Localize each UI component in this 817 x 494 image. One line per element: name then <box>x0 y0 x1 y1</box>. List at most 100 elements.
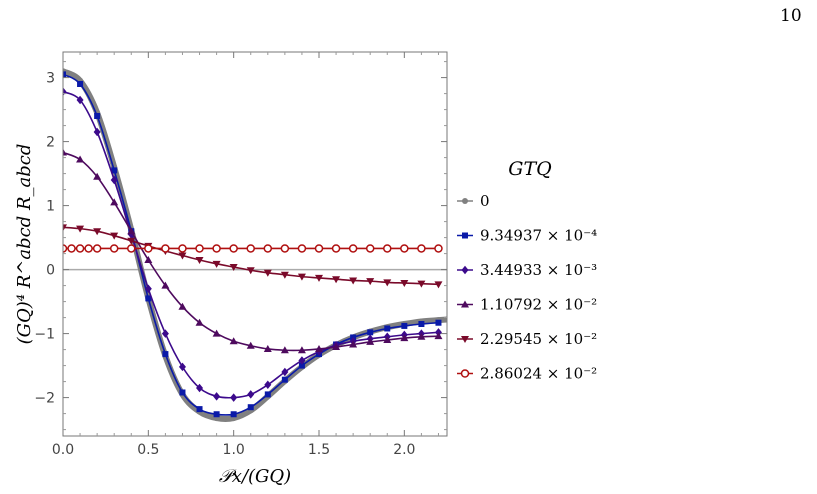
data-point <box>212 260 221 268</box>
data-point <box>281 367 289 377</box>
data-point <box>144 284 152 294</box>
data-point <box>297 273 306 281</box>
data-point <box>462 232 468 239</box>
data-point <box>314 244 324 253</box>
data-point <box>434 332 443 340</box>
series-4 <box>63 224 443 289</box>
data-point <box>280 346 289 354</box>
data-point <box>76 225 85 233</box>
data-point <box>212 244 221 253</box>
y-tick-label: 3 <box>46 71 55 87</box>
legend-entry: 3.44933 × 10⁻³ <box>457 261 597 279</box>
x-tick-label: 0.0 <box>52 442 74 458</box>
data-point <box>213 392 221 401</box>
data-point <box>298 362 305 369</box>
data-point <box>178 362 186 372</box>
data-point <box>94 113 101 119</box>
data-point <box>67 244 76 253</box>
data-point <box>178 244 187 253</box>
data-point <box>110 175 118 185</box>
data-point <box>461 300 469 308</box>
y-axis-label: (GQ)⁴ R^abcd R_abcd <box>14 144 35 345</box>
data-point <box>178 302 187 310</box>
legend-entry: 2.29545 × 10⁻² <box>457 330 597 348</box>
data-point <box>229 337 238 345</box>
data-point <box>230 393 238 402</box>
data-point <box>93 172 102 180</box>
data-point <box>179 389 186 396</box>
data-point <box>196 406 203 413</box>
data-point <box>127 237 136 245</box>
y-tick-label: −2 <box>34 391 55 407</box>
legend-entry: 2.86024 × 10⁻² <box>457 365 597 383</box>
data-point <box>75 244 85 253</box>
data-point <box>400 280 409 288</box>
data-point <box>348 244 358 253</box>
data-point <box>365 244 375 253</box>
series-line <box>63 226 439 286</box>
data-point <box>247 404 254 411</box>
data-point <box>280 244 290 253</box>
data-point <box>462 198 468 204</box>
data-point <box>400 334 409 342</box>
legend-entry: 1.10792 × 10⁻² <box>457 296 597 314</box>
data-point <box>298 356 306 365</box>
series-2 <box>63 87 442 402</box>
legend-entry: 9.34937 × 10⁻⁴ <box>457 227 597 245</box>
plot-area <box>63 68 447 422</box>
data-point <box>460 369 470 378</box>
plot-frame <box>62 51 448 437</box>
data-point <box>297 244 307 253</box>
data-point <box>401 322 408 329</box>
data-point <box>366 278 375 286</box>
data-point <box>417 280 426 288</box>
data-point <box>77 81 84 87</box>
y-tick-label: 2 <box>46 135 55 151</box>
legend-label: 0 <box>480 192 490 210</box>
data-point <box>331 244 341 253</box>
data-point <box>434 244 443 253</box>
data-point <box>384 325 391 332</box>
data-point <box>435 319 442 326</box>
data-point <box>461 336 469 343</box>
data-point <box>263 269 272 277</box>
data-point <box>161 281 170 289</box>
data-point <box>349 340 358 348</box>
data-point <box>196 383 204 393</box>
data-point <box>93 228 102 236</box>
data-point <box>213 411 220 418</box>
y-tick-label: 1 <box>46 199 55 215</box>
data-point <box>383 244 392 253</box>
data-point <box>247 390 255 399</box>
data-point <box>178 252 187 260</box>
data-point <box>111 167 118 174</box>
data-point <box>264 380 272 390</box>
data-point <box>144 244 153 253</box>
data-point <box>332 343 341 351</box>
data-point <box>366 337 375 345</box>
data-point <box>246 267 255 275</box>
series-5 <box>63 244 443 253</box>
x-tick-label: 1.5 <box>308 442 330 458</box>
data-point <box>229 244 238 253</box>
data-point <box>109 244 119 253</box>
data-point <box>349 277 358 285</box>
data-point <box>110 198 119 206</box>
data-point <box>332 276 341 284</box>
data-point <box>281 376 288 383</box>
data-point <box>229 264 238 272</box>
data-point <box>264 391 271 398</box>
data-point <box>212 329 221 337</box>
data-point <box>63 71 66 78</box>
series-3 <box>63 148 443 354</box>
data-point <box>315 274 323 282</box>
data-point <box>144 256 153 263</box>
data-point <box>434 281 443 289</box>
data-point <box>230 411 237 418</box>
data-point <box>195 318 204 326</box>
y-tick-label: −1 <box>34 327 55 343</box>
legend-label: 2.86024 × 10⁻² <box>480 365 597 383</box>
data-point <box>246 341 255 349</box>
data-point <box>263 344 272 352</box>
